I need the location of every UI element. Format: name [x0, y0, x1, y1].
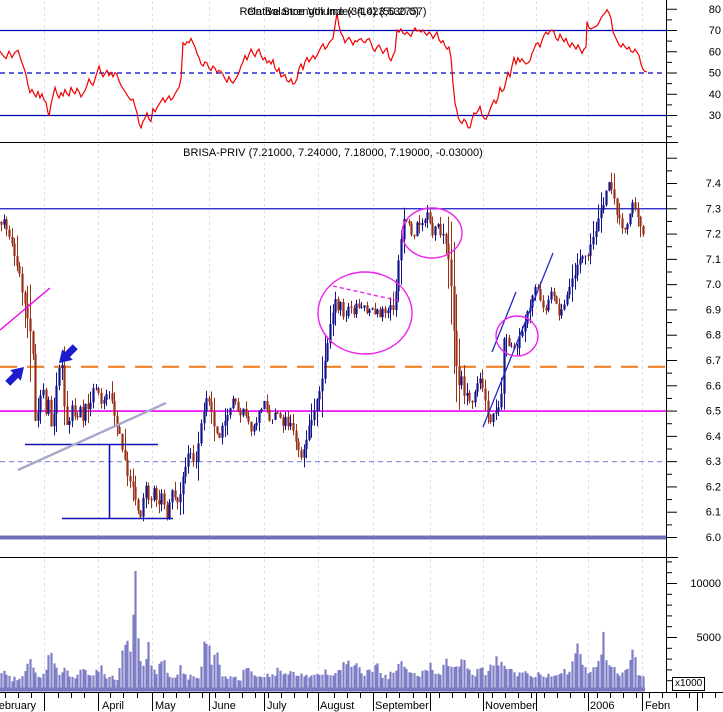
y-tick-label: 50	[709, 68, 721, 80]
month-label: February	[0, 700, 37, 712]
blue-arrow-down-left	[59, 344, 78, 363]
y-axis-labels: 80 70 60 50 40 30 7.4 7.3 7.2 7.1 7.0 6.9 6.8 6.7 6.6 6…	[666, 4, 721, 682]
month-gridlines	[44, 1, 643, 691]
magenta-dashed-segment	[332, 285, 401, 302]
y-tick-label: 80	[709, 4, 721, 16]
blue-arrow-up-right	[5, 367, 24, 386]
y-tick-label: 7.2	[706, 229, 721, 241]
price-annotations	[0, 207, 554, 520]
y-tick-label: 6.2	[706, 481, 721, 493]
y-tick-label: 7.1	[706, 254, 721, 266]
price-level-lines	[0, 208, 666, 540]
y-tick-label: 6.5	[706, 406, 721, 418]
magenta-trendline	[0, 287, 51, 331]
y-tick-label: 6.0	[706, 532, 721, 544]
y-tick-label: 10000	[690, 578, 721, 590]
volume-multiplier-badge: x1000	[672, 677, 706, 691]
price-panel-title: BRISA-PRIV (7.21000, 7.24000, 7.18000, 7…	[183, 147, 483, 159]
y-tick-label: 7.4	[706, 178, 721, 190]
y-tick-label: 70	[709, 25, 721, 37]
month-label: May	[155, 700, 176, 712]
y-tick-label: 60	[709, 46, 721, 58]
y-tick-label: 6.4	[706, 431, 721, 443]
y-tick-label: 6.8	[706, 330, 721, 342]
y-tick-label: 6.3	[706, 456, 721, 468]
candle-wicks-down	[1, 172, 644, 521]
annotation-ellipse-2	[401, 207, 463, 259]
y-tick-label: 40	[709, 89, 721, 101]
candle-bodies-up	[3, 182, 634, 519]
y-tick-label: 6.7	[706, 355, 721, 367]
month-label: July	[267, 700, 287, 712]
y-tick-label: 6.6	[706, 380, 721, 392]
annotation-ellipse-1	[317, 271, 413, 355]
y-tick-label: 6.9	[706, 304, 721, 316]
candle-bodies-down	[0, 182, 645, 519]
y-tick-label: 6.1	[706, 507, 721, 519]
rsi-panel-title-obv: On Balance Volume (34,023,530.0)	[247, 6, 419, 18]
month-label: November	[485, 700, 536, 712]
month-label: April	[102, 700, 124, 712]
rsi-panel-title-rsi: Relative Strength Index (14) (50.2757)	[239, 6, 427, 18]
y-tick-label: 5000	[697, 632, 721, 644]
slate-trendline	[17, 401, 167, 472]
month-label: September	[375, 700, 429, 712]
x-axis-ticks	[5, 693, 716, 711]
blue-trendline-short	[491, 291, 517, 353]
rsi-line	[0, 8, 648, 130]
month-label: June	[212, 700, 236, 712]
y-tick-label: 30	[709, 110, 721, 122]
y-tick-label: 7.3	[706, 203, 721, 215]
rsi-level-lines	[0, 29, 666, 117]
volume-bars	[0, 571, 645, 690]
x-axis-month-labels: February April May June July August September N…	[0, 700, 690, 712]
month-label: 2006	[590, 700, 614, 712]
y-tick-label: 7.0	[706, 279, 721, 291]
annotation-ellipse-3	[495, 315, 539, 357]
blue-trendline	[482, 252, 554, 428]
month-label: February	[645, 700, 690, 712]
month-label: August	[320, 700, 354, 712]
axes	[0, 0, 723, 693]
